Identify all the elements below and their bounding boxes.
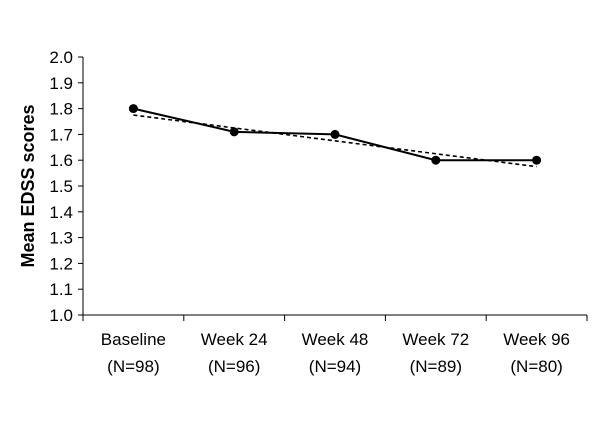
x-category-label: Week 72 <box>402 330 469 349</box>
x-category-count: (N=80) <box>510 357 562 376</box>
x-category-label: Week 96 <box>503 330 570 349</box>
trendline-group <box>133 114 537 168</box>
y-tick-label: 1.6 <box>49 151 73 170</box>
data-point <box>431 155 441 165</box>
y-tick-label: 1.2 <box>49 254 73 273</box>
x-category-count: (N=94) <box>309 357 361 376</box>
y-tick-label: 1.7 <box>49 125 73 144</box>
x-category-count: (N=98) <box>107 357 159 376</box>
y-tick-label: 1.5 <box>49 177 73 196</box>
data-point <box>330 129 340 139</box>
data-point <box>532 155 542 165</box>
x-axis: Baseline (N=98) Week 24 (N=96) Week 48 (N=94)… <box>82 314 588 376</box>
x-category-label: Baseline <box>101 330 166 349</box>
y-tick-label: 1.1 <box>49 280 73 299</box>
y-tick-label: 1.0 <box>49 306 73 325</box>
x-category-count: (N=96) <box>208 357 260 376</box>
data-point <box>229 127 239 137</box>
data-point <box>128 104 138 114</box>
y-tick-label: 1.9 <box>49 74 73 93</box>
y-axis: 1.0 1.1 1.2 1.3 1.4 1.5 1.6 1.7 1.8 1.9 2.0 <box>49 48 84 325</box>
y-tick-label: 2.0 <box>49 48 73 67</box>
y-tick-label: 1.8 <box>49 100 73 119</box>
series-group <box>128 104 542 165</box>
x-category-count: (N=89) <box>410 357 462 376</box>
x-category-label: Week 48 <box>302 330 369 349</box>
x-category-label: Week 24 <box>201 330 268 349</box>
trendline <box>133 114 537 168</box>
y-tick-label: 1.3 <box>49 229 73 248</box>
y-tick-label: 1.4 <box>49 203 73 222</box>
y-axis-title: Mean EDSS scores <box>18 104 38 267</box>
